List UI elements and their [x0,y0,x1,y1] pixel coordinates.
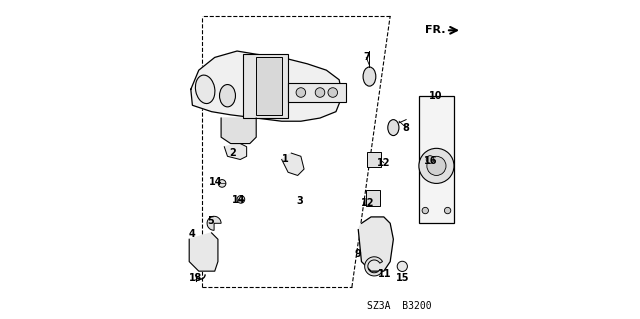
Polygon shape [221,118,256,144]
Text: 2: 2 [229,148,236,158]
Ellipse shape [397,261,408,271]
Text: 9: 9 [355,249,362,259]
Bar [256,57,282,115]
Circle shape [296,88,306,97]
Polygon shape [224,144,246,160]
Polygon shape [191,51,342,121]
Bar [288,83,346,102]
Circle shape [426,156,434,163]
Ellipse shape [388,120,399,136]
Polygon shape [282,153,304,175]
Ellipse shape [195,75,215,104]
Bar [365,190,380,206]
Text: 8: 8 [403,122,410,133]
Circle shape [419,148,454,183]
Text: 11: 11 [378,269,392,279]
Text: 12: 12 [377,158,390,168]
Bar [367,152,381,167]
Polygon shape [189,233,218,271]
Text: 1: 1 [282,154,288,165]
Text: 12: 12 [361,197,374,208]
Text: 4: 4 [189,229,196,240]
Polygon shape [358,217,394,271]
Wedge shape [207,216,221,230]
Text: FR.: FR. [425,25,445,35]
Bar [419,96,454,223]
Circle shape [444,207,451,214]
Text: 10: 10 [429,91,442,101]
Circle shape [328,88,337,97]
Wedge shape [365,257,383,276]
Circle shape [316,88,324,97]
Text: SZ3A  B3200: SZ3A B3200 [367,301,431,311]
Text: 13: 13 [189,272,202,283]
Circle shape [218,180,226,187]
Text: 14: 14 [232,195,245,205]
Text: 14: 14 [209,177,223,188]
Text: 16: 16 [424,156,438,166]
Circle shape [427,156,446,175]
Text: 3: 3 [296,196,303,206]
Ellipse shape [220,85,236,107]
Text: 5: 5 [207,216,214,226]
Circle shape [237,196,244,203]
Circle shape [422,207,428,214]
Text: 15: 15 [396,272,409,283]
Ellipse shape [363,67,376,86]
Text: 7: 7 [363,52,370,63]
Bar [243,54,288,118]
